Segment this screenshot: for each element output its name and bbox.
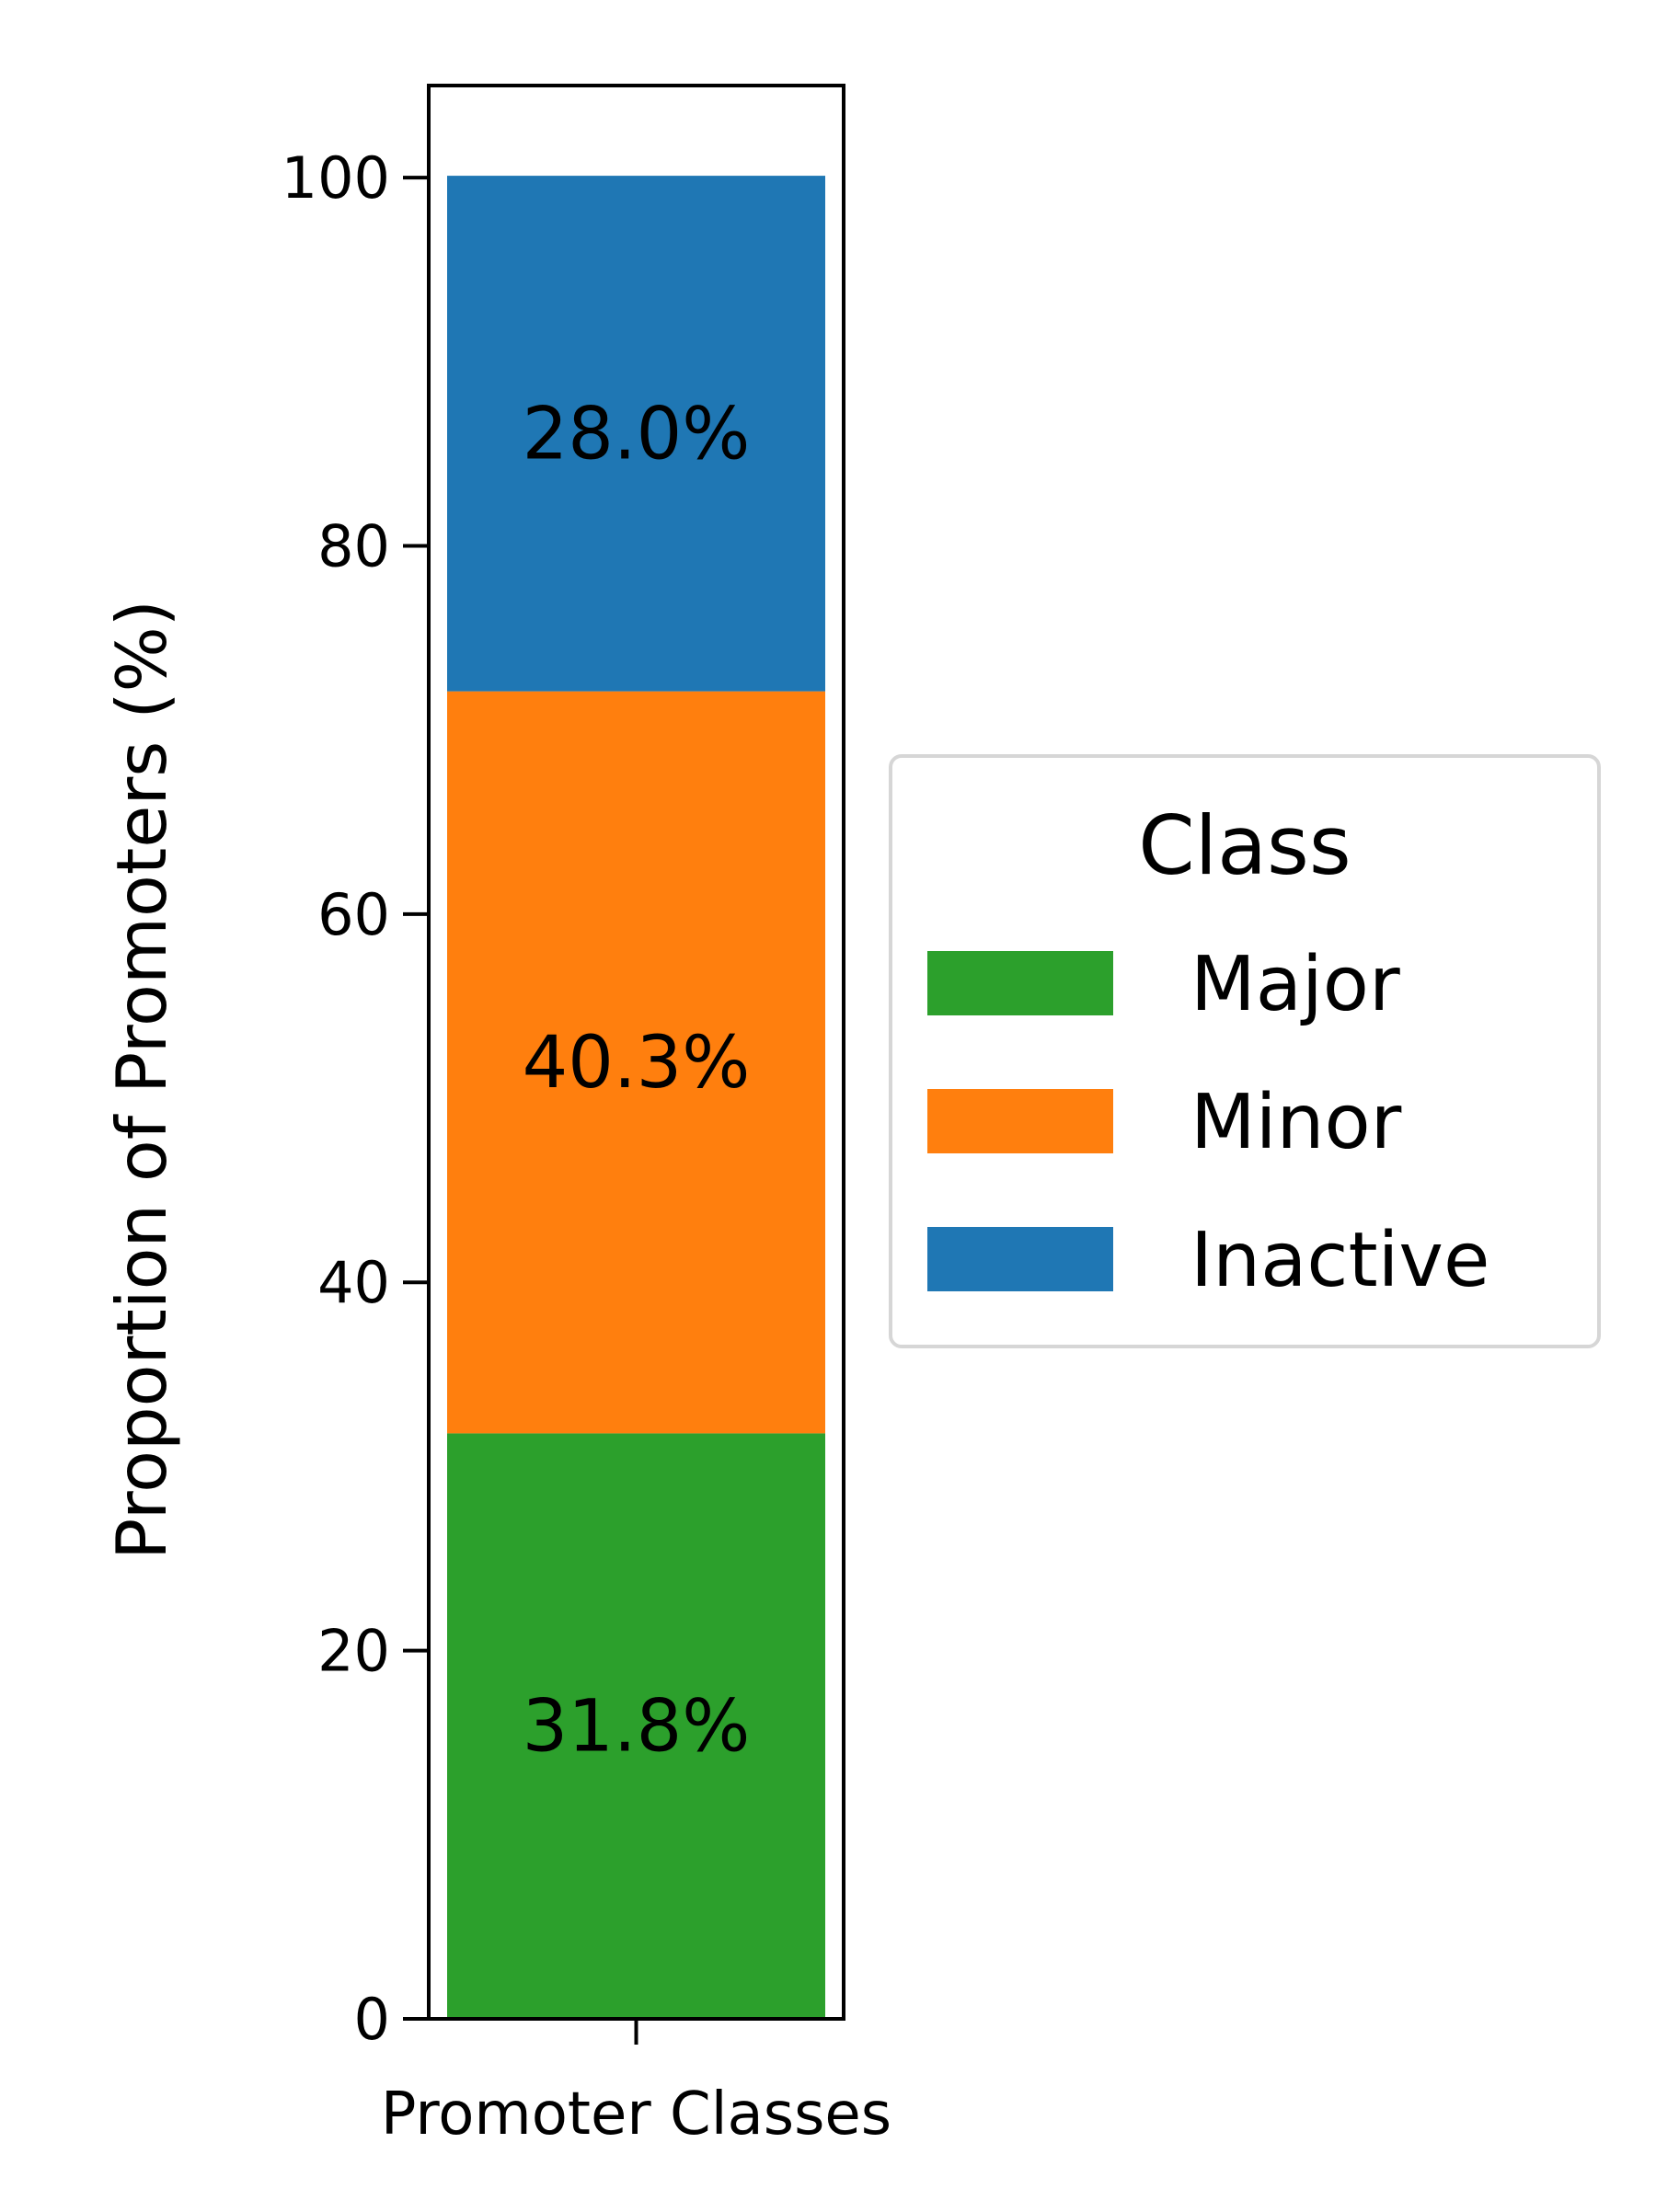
y-axis: 0 20 40 60 80 100 — [282, 144, 429, 2053]
y-axis-title: Proportion of Promoters (%) — [101, 600, 182, 1560]
bar-value-label-inactive: 28.0% — [523, 393, 751, 476]
legend-label-major: Major — [1190, 941, 1400, 1028]
y-tick-label: 20 — [317, 1618, 390, 1685]
y-tick-label: 80 — [317, 512, 390, 579]
bar-segment-major — [447, 1433, 825, 2019]
bars-layer — [447, 176, 825, 2019]
bar-value-label-minor: 40.3% — [523, 1022, 751, 1105]
y-tick-label: 40 — [317, 1249, 390, 1316]
bar-segment-minor — [447, 691, 825, 1434]
bar-value-label-major: 31.8% — [523, 1686, 751, 1769]
x-axis: Promoter Classes — [381, 2019, 891, 2149]
x-tick-label: Promoter Classes — [381, 2080, 891, 2149]
legend-swatch-inactive — [927, 1227, 1113, 1291]
bar-labels-layer: 31.8% 40.3% 28.0% — [523, 393, 751, 1768]
legend-swatch-minor — [927, 1089, 1113, 1153]
legend-title: Class — [1138, 798, 1351, 893]
legend-label-minor: Minor — [1190, 1079, 1402, 1166]
legend: Class Major Minor Inactive — [889, 754, 1601, 1348]
legend-swatch-major — [927, 951, 1113, 1015]
legend-box — [889, 754, 1601, 1348]
y-tick-label: 0 — [354, 1986, 390, 2053]
y-tick-label: 100 — [282, 144, 390, 212]
legend-label-inactive: Inactive — [1190, 1217, 1489, 1304]
y-tick-label: 60 — [317, 881, 390, 948]
bar-segment-inactive — [447, 176, 825, 692]
